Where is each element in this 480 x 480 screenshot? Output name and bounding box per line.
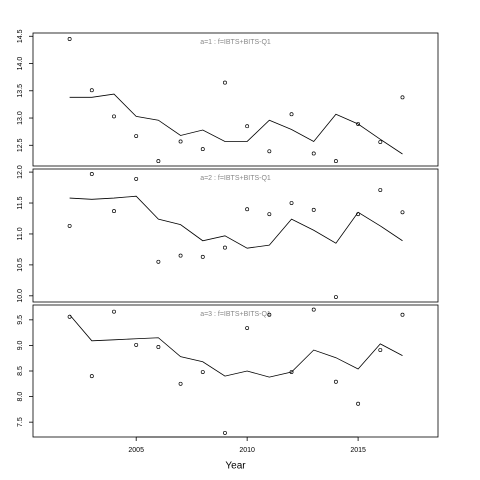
y-tick-label: 7.5 [17, 417, 24, 427]
data-point [311, 151, 316, 156]
panel-frame [32, 304, 439, 438]
data-point [134, 342, 139, 347]
data-point [245, 124, 250, 129]
x-axis-label: Year [225, 461, 246, 472]
data-point [200, 370, 205, 374]
data-point [400, 95, 405, 100]
data-point [178, 139, 183, 144]
data-point [311, 207, 316, 212]
data-point [356, 401, 361, 406]
data-point [200, 147, 205, 152]
x-tick-label: 2015 [350, 447, 366, 454]
y-tick-label: 12.0 [17, 165, 24, 179]
fitted-line [69, 93, 403, 155]
y-tick-label: 11.0 [17, 227, 24, 240]
panel-title: a=2 : f=IBTS+BITS-Q1 [200, 175, 271, 182]
data-point [178, 253, 183, 258]
y-tick-label: 9.0 [17, 340, 24, 350]
data-point [156, 259, 161, 264]
data-point [378, 140, 383, 144]
y-tick-label: 13.5 [17, 84, 24, 98]
data-point [333, 379, 338, 384]
panel-title: a=1 : f=IBTS+BITS-Q1 [200, 39, 271, 46]
y-tick-label: 8.5 [17, 366, 24, 376]
data-point [156, 159, 161, 164]
data-point [378, 348, 383, 352]
data-point [89, 171, 94, 176]
y-tick-label: 11.5 [17, 196, 24, 209]
data-point [112, 309, 116, 314]
data-point [289, 201, 294, 205]
data-point [134, 134, 139, 138]
y-tick-label: 12.5 [17, 138, 24, 152]
data-point [333, 159, 338, 164]
data-point [223, 430, 227, 435]
data-point [267, 212, 272, 217]
data-point [311, 307, 316, 312]
y-tick-label: 10.5 [17, 258, 24, 272]
data-point [223, 80, 227, 85]
fitted-line [69, 195, 403, 249]
panel-frame [32, 168, 439, 303]
data-point [223, 245, 227, 250]
data-point [178, 381, 183, 386]
panel-frame [32, 32, 439, 167]
x-tick-label: 2005 [128, 447, 144, 454]
data-point [67, 223, 72, 228]
data-point [267, 149, 272, 154]
data-point [134, 176, 139, 181]
data-point [89, 88, 94, 93]
x-tick-label: 2010 [239, 447, 255, 454]
data-point [333, 295, 338, 300]
data-point [200, 254, 205, 259]
data-point [67, 37, 72, 41]
y-tick-label: 8.0 [17, 392, 24, 402]
data-point [245, 207, 250, 212]
y-tick-label: 14.0 [17, 57, 24, 71]
y-tick-label: 9.5 [17, 315, 24, 325]
y-tick-label: 14.5 [17, 29, 24, 43]
data-point [400, 210, 405, 215]
data-point [112, 114, 116, 119]
data-point [289, 112, 294, 117]
y-tick-label: 13.0 [17, 111, 24, 125]
data-point [156, 345, 161, 349]
data-point [267, 312, 272, 317]
data-point [112, 209, 116, 214]
panel-title: a=3 : f=IBTS+BITS-Q1 [200, 311, 271, 318]
y-tick-label: 10.0 [17, 289, 24, 303]
fitted-line [69, 314, 403, 378]
data-point [245, 326, 250, 330]
data-point [400, 312, 405, 317]
data-point [378, 188, 383, 192]
data-point [89, 374, 94, 379]
data-point [356, 122, 361, 126]
